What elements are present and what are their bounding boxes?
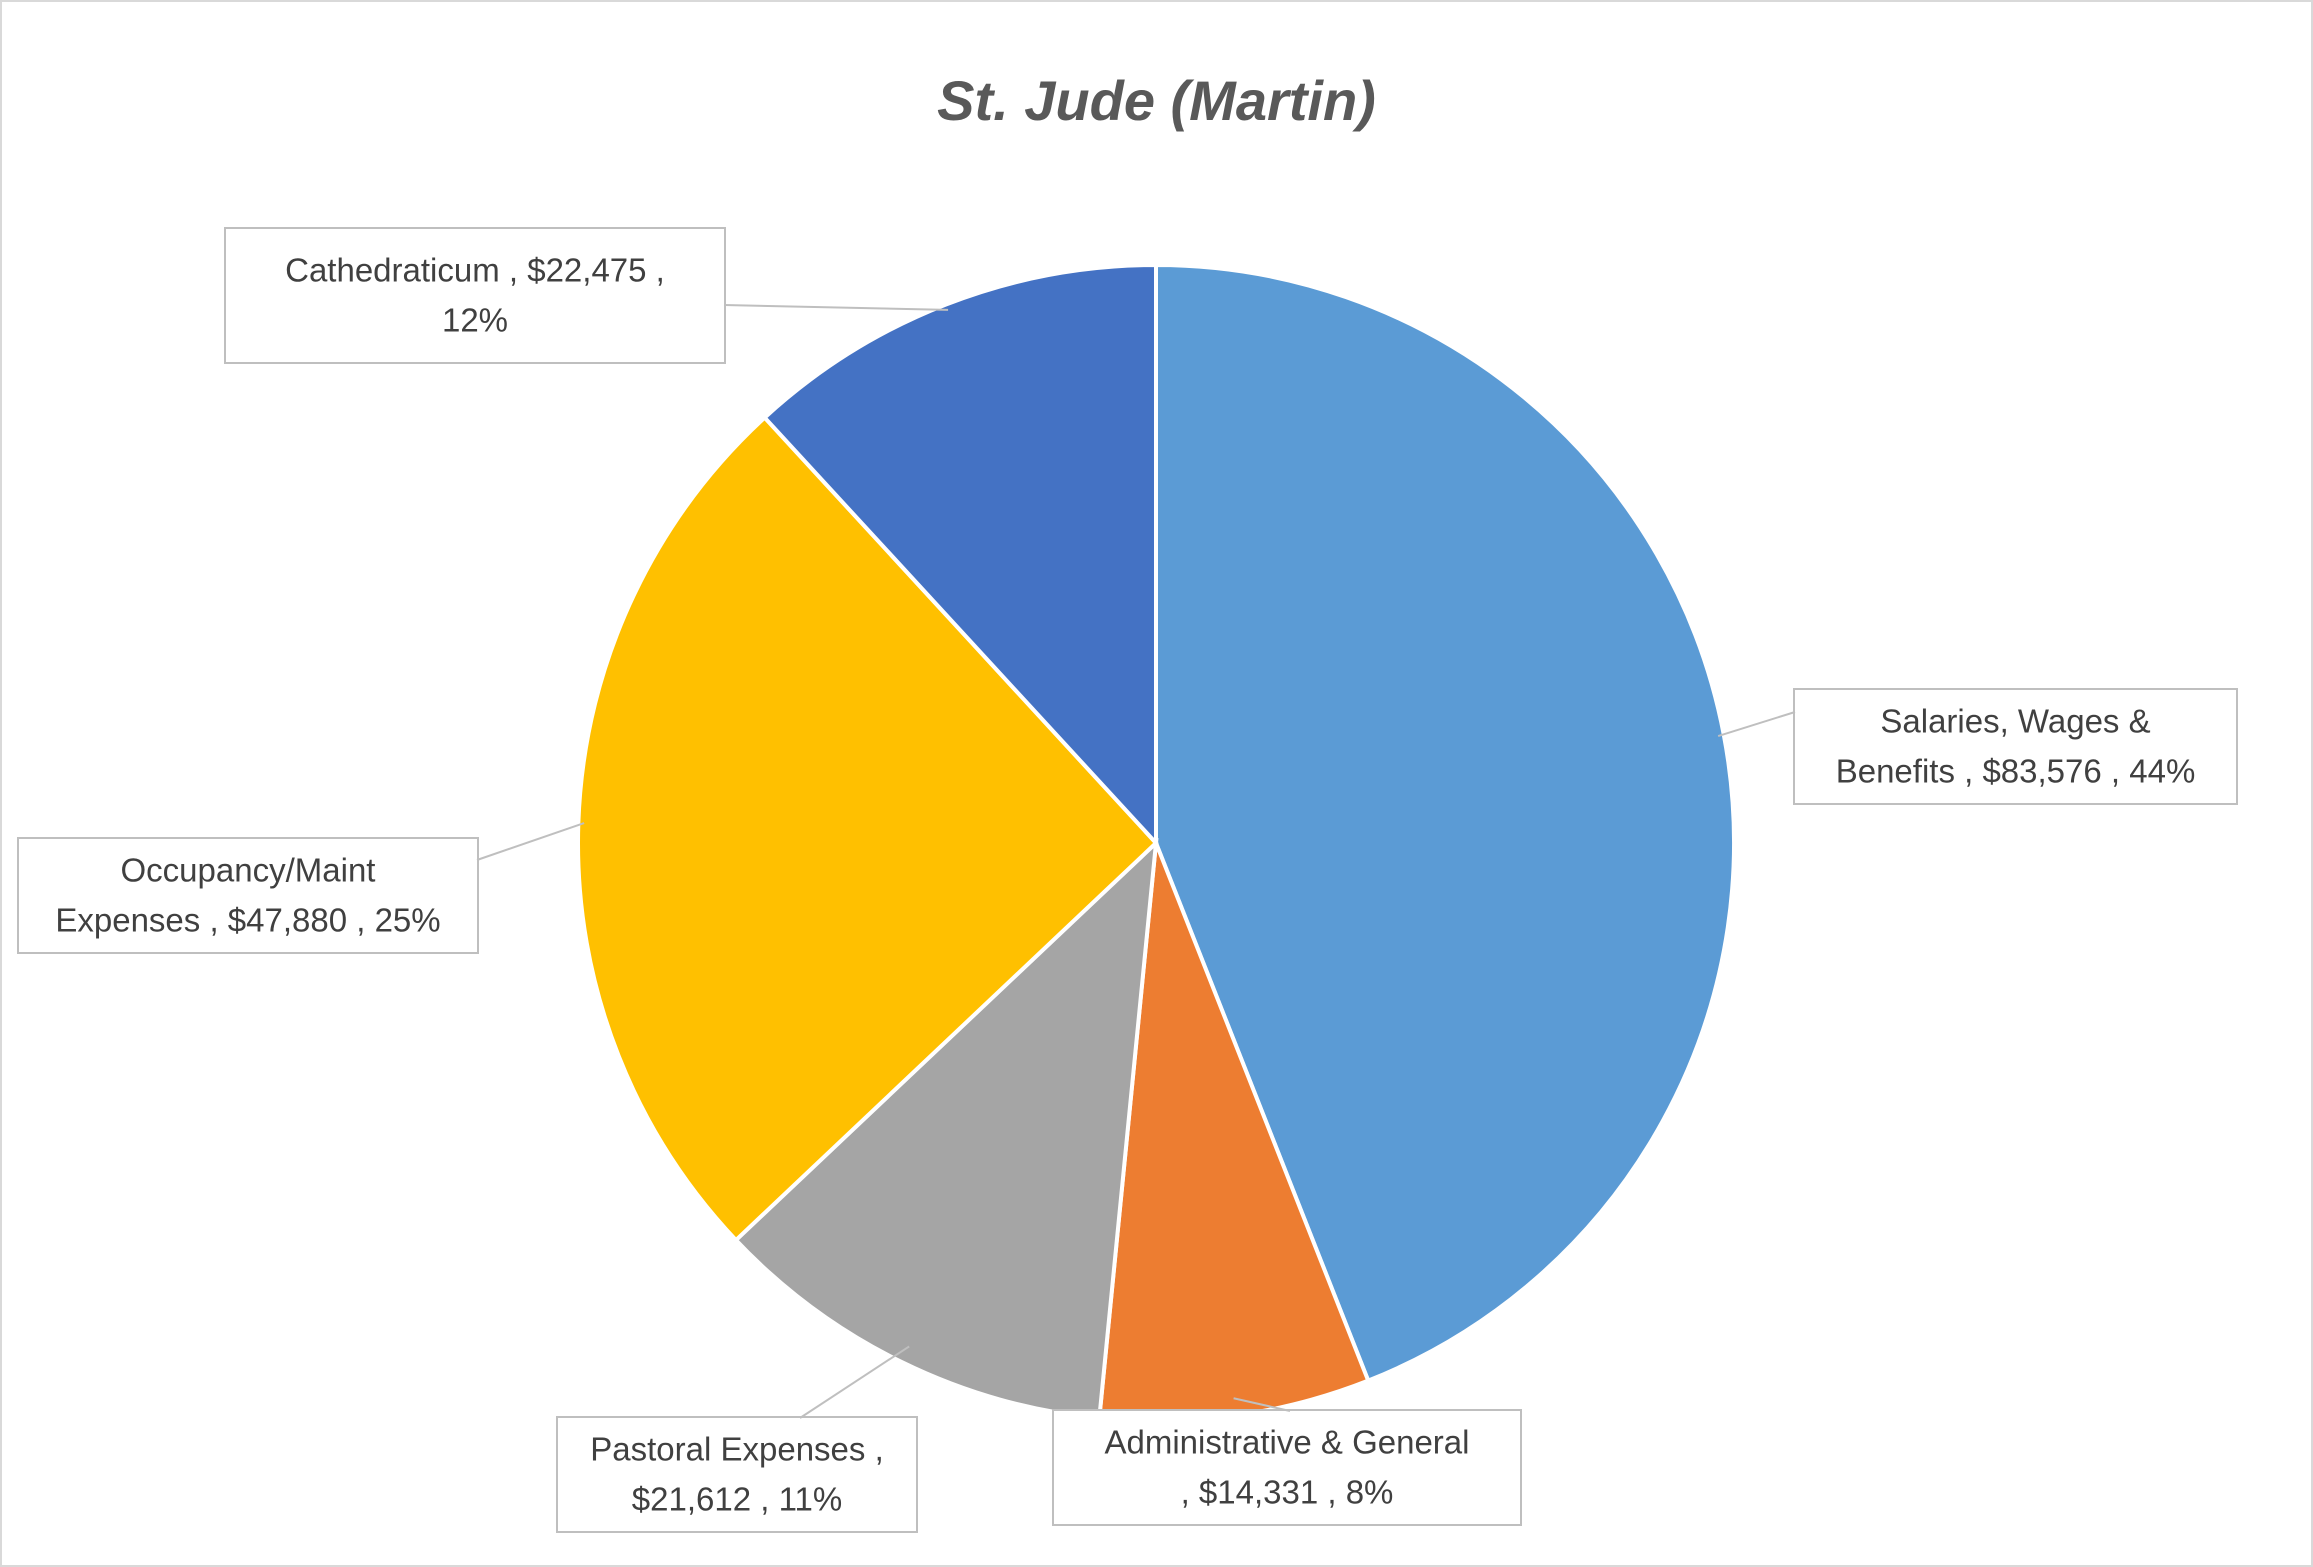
data-label-box <box>556 1416 918 1533</box>
leader-line <box>476 822 585 861</box>
data-labels: Salaries, Wages & Benefits , $83,576 , 44… <box>17 227 2238 1533</box>
data-label-text: 12% <box>442 302 508 339</box>
data-label-text: Expenses , $47,880 , 25% <box>55 902 440 939</box>
data-label-text: Cathedraticum , $22,475 , <box>285 252 665 289</box>
data-label-box <box>224 227 726 364</box>
leader-line <box>723 304 949 311</box>
pie-slices <box>576 262 1736 1423</box>
data-label-box <box>1052 1409 1522 1526</box>
data-label-text: Pastoral Expenses , <box>590 1431 884 1468</box>
leader-line <box>1717 711 1796 738</box>
data-label-pastoral: Pastoral Expenses , $21,612 , 11% <box>556 1345 918 1533</box>
leader-line <box>799 1345 910 1419</box>
data-label-text: $21,612 , 11% <box>632 1481 842 1518</box>
data-label-text: Salaries, Wages & <box>1880 703 2150 740</box>
data-label-occupancy: Occupancy/Maint Expenses , $47,880 , 25% <box>17 822 585 954</box>
data-label-text: , $14,331 , 8% <box>1181 1474 1394 1511</box>
data-label-text: Benefits , $83,576 , 44% <box>1836 753 2196 790</box>
data-label-administrative: Administrative & General , $14,331 , 8% <box>1052 1397 1522 1526</box>
data-label-box <box>17 837 479 954</box>
pie-slice-occupancy <box>576 414 1159 1243</box>
data-label-cathedraticum: Cathedraticum , $22,475 , 12% <box>224 227 949 364</box>
chart-title: St. Jude (Martin) <box>937 69 1376 132</box>
data-label-text: Administrative & General <box>1105 1424 1470 1461</box>
data-label-text: Occupancy/Maint <box>121 852 376 889</box>
data-label-box <box>1793 688 2238 805</box>
pie-slice-cathedraticum <box>761 262 1158 849</box>
leader-line <box>1233 1397 1291 1412</box>
data-label-salaries: Salaries, Wages & Benefits , $83,576 , 44… <box>1717 688 2238 805</box>
